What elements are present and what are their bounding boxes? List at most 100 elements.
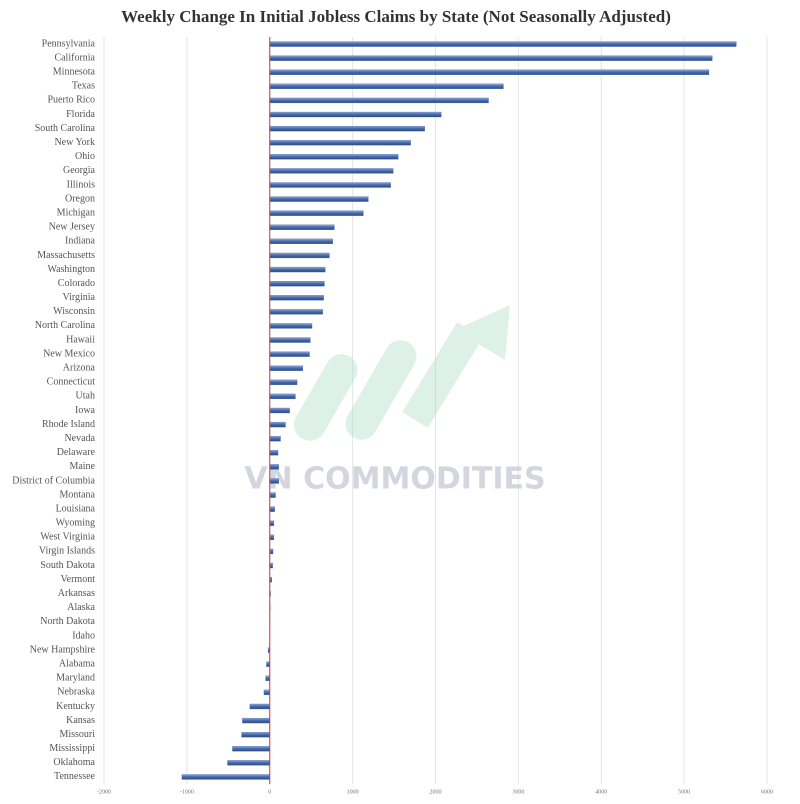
y-tick-label: Kentucky: [56, 701, 95, 712]
y-tick-label: Rhode Island: [42, 419, 95, 430]
bar: [269, 309, 323, 315]
y-tick-label: Utah: [76, 391, 95, 402]
y-tick-label: Puerto Rico: [48, 95, 96, 106]
x-tick-label: 2000: [430, 789, 442, 795]
bar: [269, 393, 296, 400]
y-tick-label: Nebraska: [57, 687, 95, 698]
y-tick-label: New Mexico: [43, 348, 95, 359]
chart-title: Weekly Change In Initial Jobless Claims …: [121, 7, 671, 26]
bar: [269, 379, 298, 385]
y-tick-label: Pennsylvania: [42, 38, 96, 49]
x-tick-label: 3000: [512, 789, 524, 795]
y-tick-label: Maine: [69, 461, 95, 472]
y-tick-label: Mississippi: [49, 743, 95, 754]
y-tick-label: West Virginia: [40, 532, 95, 543]
bar: [263, 689, 270, 696]
bar: [269, 365, 304, 371]
y-tick-label: Alaska: [67, 602, 95, 613]
bar: [249, 703, 270, 710]
x-tick-label: 1000: [347, 789, 359, 795]
bar: [269, 506, 275, 512]
bar: [241, 732, 270, 738]
bar: [269, 154, 399, 160]
y-tick-label: North Dakota: [40, 616, 95, 627]
y-tick-label: Hawaii: [66, 334, 95, 345]
y-tick-label: Wyoming: [56, 518, 95, 529]
y-tick-label: Virgin Islands: [39, 546, 95, 557]
y-tick-label: New Hampshire: [30, 644, 96, 655]
bar: [269, 337, 311, 343]
bar: [269, 534, 275, 540]
bar: [269, 125, 425, 132]
y-tick-label: Oregon: [65, 193, 95, 204]
y-tick-label: Ohio: [75, 151, 95, 162]
y-tick-label: Maryland: [56, 673, 95, 684]
bar: [269, 196, 369, 202]
y-tick-label: Iowa: [75, 405, 96, 416]
y-tick-label: District of Columbia: [12, 475, 95, 486]
bar: [227, 760, 270, 766]
x-tick-label: 6000: [761, 789, 773, 795]
bar: [269, 351, 310, 357]
y-tick-label: South Carolina: [35, 123, 96, 134]
bar: [269, 111, 442, 118]
bar: [269, 224, 335, 230]
bar: [269, 238, 333, 245]
y-tick-label: Indiana: [65, 236, 96, 247]
bar: [242, 717, 270, 724]
y-tick-label: Louisiana: [56, 503, 96, 514]
y-tick-label: Wisconsin: [53, 306, 95, 317]
y-tick-label: Nevada: [64, 433, 95, 444]
bar: [269, 83, 504, 89]
bar: [269, 182, 391, 188]
x-tick-label: 0: [268, 789, 271, 795]
bar: [232, 746, 270, 752]
bar: [269, 281, 325, 287]
bar: [269, 168, 394, 174]
bar: [269, 450, 279, 456]
y-tick-label: Arizona: [63, 363, 96, 374]
bar: [269, 478, 280, 484]
y-tick-label: Florida: [66, 109, 95, 120]
y-tick-label: Georgia: [63, 165, 96, 176]
y-tick-label: Montana: [59, 489, 95, 500]
y-tick-label: California: [54, 52, 95, 63]
bar: [269, 140, 411, 146]
bar: [265, 675, 270, 681]
bar: [181, 774, 270, 780]
x-tick-label: -2000: [97, 789, 111, 795]
watermark-icon: [294, 305, 510, 441]
x-tick-label: 4000: [595, 789, 607, 795]
y-tick-label: Massachusetts: [37, 250, 95, 261]
y-tick-label: Oklahoma: [53, 757, 95, 768]
y-tick-label: Delaware: [57, 447, 96, 458]
x-tick-label: -1000: [180, 789, 194, 795]
watermark: VN COMMODITIES: [244, 462, 545, 497]
bar: [269, 252, 330, 259]
y-tick-label: New Jersey: [49, 222, 95, 233]
bar: [269, 210, 364, 216]
y-tick-label: Vermont: [61, 574, 96, 585]
bar: [269, 41, 737, 47]
y-tick-label: Connecticut: [47, 377, 96, 388]
bar: [269, 520, 275, 526]
bar: [269, 69, 710, 75]
y-tick-label: South Dakota: [40, 560, 95, 571]
y-tick-label: Idaho: [72, 630, 95, 641]
y-tick-label: North Carolina: [35, 320, 96, 331]
bar: [269, 421, 286, 428]
y-tick-label: Colorado: [58, 278, 95, 289]
bar: [269, 97, 489, 104]
bar: [269, 436, 281, 442]
y-tick-label: Virginia: [62, 292, 95, 303]
y-tick-label: New York: [54, 137, 95, 148]
y-tick-label: Alabama: [59, 658, 96, 669]
y-tick-label: Arkansas: [58, 588, 95, 599]
bar: [269, 464, 280, 470]
bar: [269, 55, 713, 61]
y-tick-label: Kansas: [66, 715, 95, 726]
y-tick-label: Texas: [72, 81, 95, 92]
bar: [269, 266, 326, 273]
y-tick-label: Michigan: [57, 207, 95, 218]
